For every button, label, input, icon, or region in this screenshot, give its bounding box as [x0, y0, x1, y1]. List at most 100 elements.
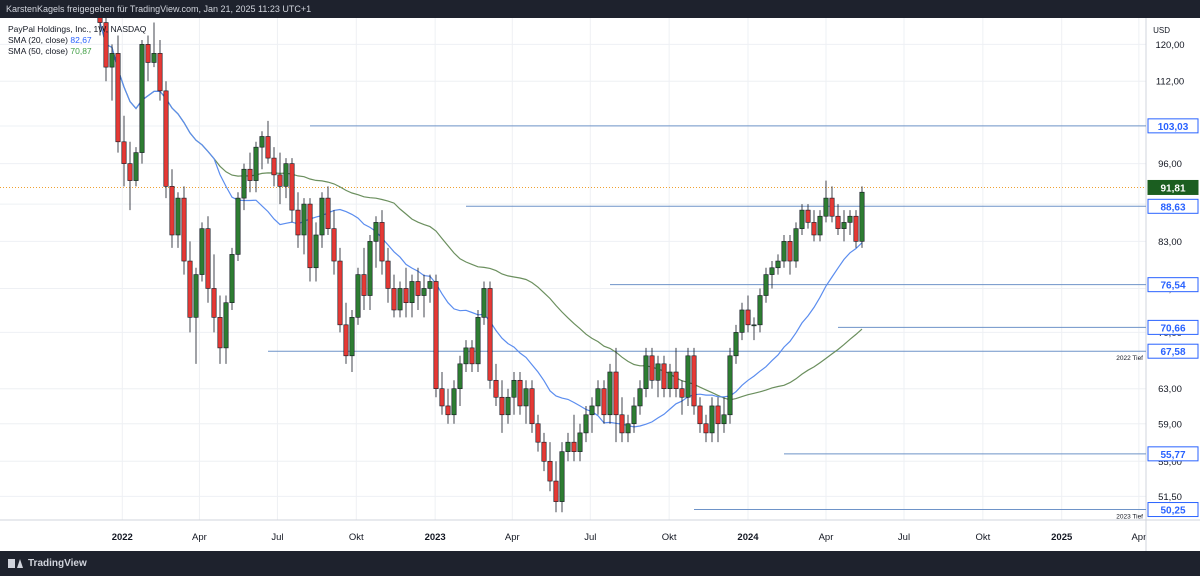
candle-body[interactable]	[445, 405, 451, 416]
candle-body[interactable]	[199, 228, 205, 275]
candle-body[interactable]	[283, 163, 289, 187]
candle-body[interactable]	[433, 281, 439, 390]
candle-body[interactable]	[121, 141, 127, 164]
candle-body[interactable]	[481, 288, 487, 318]
candle-body[interactable]	[313, 234, 319, 269]
candle-body[interactable]	[319, 197, 325, 236]
candle-body[interactable]	[775, 260, 781, 269]
candle-body[interactable]	[649, 355, 655, 381]
candle-body[interactable]	[715, 405, 721, 425]
candle-body[interactable]	[517, 379, 523, 407]
candle-body[interactable]	[685, 355, 691, 398]
candle-body[interactable]	[127, 163, 133, 181]
candle-body[interactable]	[805, 209, 811, 223]
candle-body[interactable]	[595, 388, 601, 407]
candle-body[interactable]	[301, 203, 307, 236]
candle-body[interactable]	[295, 209, 301, 236]
candle-body[interactable]	[415, 281, 421, 296]
candle-body[interactable]	[343, 324, 349, 357]
candle-body[interactable]	[793, 228, 799, 262]
candle-body[interactable]	[565, 441, 571, 452]
candle-body[interactable]	[337, 260, 343, 326]
candle-body[interactable]	[529, 388, 535, 425]
candle-body[interactable]	[757, 295, 763, 326]
candle-body[interactable]	[469, 347, 475, 365]
candle-body[interactable]	[349, 317, 355, 357]
candle-body[interactable]	[751, 324, 757, 327]
candle-body[interactable]	[403, 288, 409, 304]
candle-body[interactable]	[691, 355, 697, 407]
candle-body[interactable]	[355, 274, 361, 318]
candle-body[interactable]	[811, 222, 817, 236]
candle-body[interactable]	[571, 441, 577, 452]
candle-body[interactable]	[271, 157, 277, 176]
candle-body[interactable]	[859, 191, 865, 242]
candle-body[interactable]	[439, 388, 445, 407]
candle-body[interactable]	[391, 288, 397, 311]
candle-body[interactable]	[727, 355, 733, 416]
candle-body[interactable]	[673, 371, 679, 390]
candle-body[interactable]	[661, 363, 667, 390]
candle-body[interactable]	[217, 317, 223, 349]
candle-body[interactable]	[781, 241, 787, 262]
candle-body[interactable]	[163, 90, 169, 187]
candle-body[interactable]	[259, 136, 265, 148]
candle-body[interactable]	[823, 197, 829, 217]
candle-body[interactable]	[625, 423, 631, 434]
candle-body[interactable]	[361, 274, 367, 296]
candle-body[interactable]	[277, 174, 283, 187]
candle-body[interactable]	[379, 222, 385, 262]
candle-body[interactable]	[535, 423, 541, 443]
candle-body[interactable]	[511, 379, 517, 398]
candle-body[interactable]	[745, 309, 751, 326]
candle-body[interactable]	[175, 197, 181, 236]
candle-body[interactable]	[97, 18, 103, 23]
candle-body[interactable]	[499, 396, 505, 416]
candle-body[interactable]	[643, 355, 649, 390]
tradingview-logo[interactable]: TradingView	[8, 551, 87, 576]
candle-body[interactable]	[397, 288, 403, 311]
candle-body[interactable]	[145, 44, 151, 63]
candle-body[interactable]	[325, 197, 331, 229]
candle-body[interactable]	[697, 405, 703, 425]
price-chart[interactable]: 2022 Apr Jul Okt 2023 Apr Jul Okt 2024 Apr Jul Okt 2…	[0, 18, 1200, 551]
candle-body[interactable]	[679, 388, 685, 398]
candle-body[interactable]	[157, 53, 163, 92]
candle-body[interactable]	[229, 254, 235, 304]
candle-body[interactable]	[835, 215, 841, 229]
candle-body[interactable]	[739, 309, 745, 333]
candle-body[interactable]	[241, 168, 247, 199]
candle-body[interactable]	[613, 371, 619, 416]
candle-body[interactable]	[607, 371, 613, 416]
candle-body[interactable]	[409, 281, 415, 304]
candle-body[interactable]	[331, 228, 337, 262]
candle-body[interactable]	[133, 152, 139, 181]
candle-body[interactable]	[181, 197, 187, 262]
candle-body[interactable]	[205, 228, 211, 289]
candle-body[interactable]	[583, 414, 589, 434]
candle-body[interactable]	[223, 302, 229, 349]
candle-body[interactable]	[487, 288, 493, 381]
candle-body[interactable]	[265, 136, 271, 159]
candle-body[interactable]	[253, 146, 259, 181]
candle-body[interactable]	[655, 363, 661, 381]
candle-body[interactable]	[193, 274, 199, 318]
candle-body[interactable]	[523, 388, 529, 407]
candle-body[interactable]	[211, 288, 217, 318]
candle-body[interactable]	[799, 209, 805, 229]
candle-body[interactable]	[853, 215, 859, 242]
candle-body[interactable]	[367, 241, 373, 296]
candle-body[interactable]	[151, 53, 157, 63]
candle-body[interactable]	[841, 222, 847, 229]
candle-body[interactable]	[817, 215, 823, 236]
candle-body[interactable]	[553, 480, 559, 502]
candle-body[interactable]	[589, 405, 595, 416]
candle-body[interactable]	[169, 186, 175, 236]
candle-body[interactable]	[463, 347, 469, 365]
candle-body[interactable]	[493, 379, 499, 398]
candle-body[interactable]	[373, 222, 379, 242]
candle-body[interactable]	[763, 274, 769, 296]
candle-body[interactable]	[787, 241, 793, 262]
candle-body[interactable]	[601, 388, 607, 416]
candle-body[interactable]	[451, 388, 457, 416]
